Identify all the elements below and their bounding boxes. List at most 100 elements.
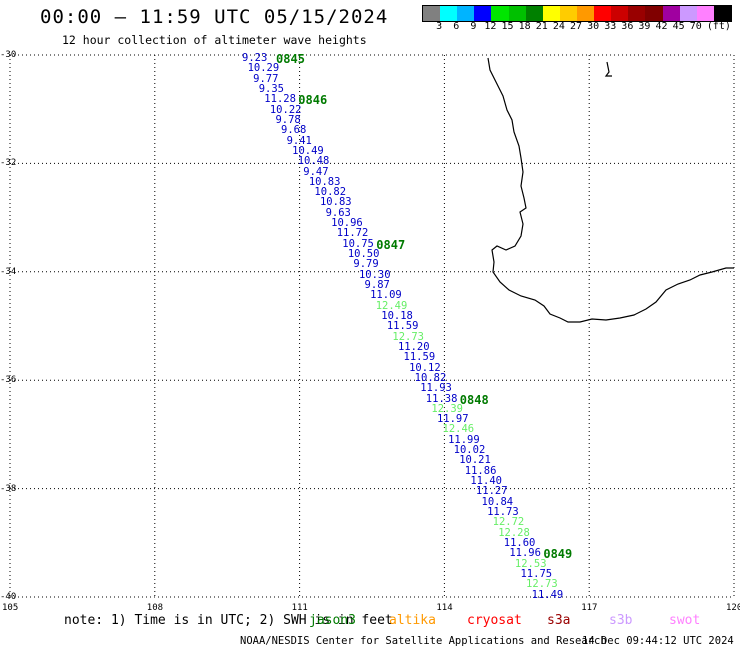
lat-lon-grid [9,54,735,598]
wave-height-label: 11.60 [503,536,536,549]
wave-height-label: 12.49 [375,299,408,312]
map-subtitle: 12 hour collection of altimeter wave hei… [62,33,367,47]
wave-height-label: 10.96 [331,217,363,230]
pass-time-label: 0848 [459,392,489,407]
mission-cryosat: cryosat [467,613,522,628]
wave-height-label: 9.87 [364,279,390,291]
pass-time-label: 0846 [298,93,328,108]
scale-label: 45 [672,21,685,32]
pass-time-label: 0847 [376,237,406,252]
latitude-tick-label: -40 [0,592,17,602]
scale-label: 30 [587,21,600,32]
wave-height-label: 11.96 [509,547,541,560]
scale-unit: (ft) [706,21,731,32]
wave-height-label: 10.21 [459,454,491,467]
footer-note: note: 1) Time is in UTC; 2) SWH is in fe… [64,613,393,628]
wave-height-label: 11.93 [420,382,452,395]
scale-label: 3 [436,21,443,32]
wave-height-color-scale [422,5,732,22]
wave-height-label: 11.49 [531,588,564,601]
wave-height-label: 10.22 [269,103,302,116]
longitude-tick-label: 105 [2,603,19,613]
scale-swatch [713,6,731,21]
scale-swatch [594,6,612,21]
scale-label: 18 [518,21,531,32]
wave-height-label: 12.28 [498,526,530,539]
wave-height-label: 9.47 [303,165,329,178]
scale-swatch [576,6,595,21]
scale-swatch [440,6,458,21]
coastline-path [487,57,734,323]
wave-height-label: 10.82 [414,371,447,384]
scale-label: 70 [689,21,702,32]
longitude-tick-label: 108 [146,603,164,613]
wave-height-label: 11.59 [403,351,436,364]
wave-height-label: 11.40 [470,475,502,488]
wave-height-label: 11.72 [336,227,369,240]
scale-label: 15 [501,21,514,32]
mission-altika: altika [389,613,436,628]
scale-label: 33 [604,21,617,32]
wave-height-label: 12.46 [442,423,475,436]
wave-height-label: 12.72 [492,516,525,529]
wave-height-label: 12.73 [392,330,424,343]
color-scale-labels: 3 6 9 12 15 18 21 24 27 30 33 36 39 42 45 70 (ft) [422,21,731,35]
scale-swatch [559,6,577,21]
scale-label: 36 [621,21,634,32]
mission-s3a: s3a [547,613,571,628]
scale-swatch [696,6,714,21]
pass-time-label: 0845 [276,52,305,66]
scale-swatch [679,6,697,21]
wave-height-label: 9.77 [253,72,279,85]
wave-height-label: 11.97 [436,413,469,426]
wave-height-label: 11.09 [370,289,402,302]
wave-height-label: 10.50 [347,248,380,261]
wave-height-label: 12.73 [526,578,558,591]
wave-height-label: 11.99 [448,433,480,446]
scale-swatch [628,6,646,21]
wave-height-label: 10.18 [381,309,413,322]
mission-jason3: jason3 [309,613,356,628]
mission-s3b: s3b [609,613,633,628]
scale-label: 6 [453,21,460,32]
scale-label: 9 [470,21,477,32]
scale-label: 42 [655,21,668,32]
scale-swatch [491,6,509,21]
longitude-tick-label: 111 [291,603,308,613]
inlet-feature [604,61,612,77]
scale-swatch [611,6,629,21]
wave-height-label: 11.27 [475,485,508,498]
scale-swatch [423,6,441,21]
mission-swot: swot [669,613,701,628]
scale-swatch [525,6,543,21]
longitude-tick-label: 117 [581,603,598,613]
scale-label: 21 [535,21,548,32]
generation-timestamp: 14 Dec 09:44:12 UTC 2024 [582,635,734,647]
latitude-tick-label: -34 [0,266,17,277]
wave-height-label: 9.63 [325,206,351,219]
scale-swatch [474,6,492,21]
wave-height-label: 10.82 [314,186,347,199]
wave-height-label: 10.84 [481,495,514,508]
wave-height-label: 11.59 [386,320,419,333]
australia-coastline [487,57,734,323]
wave-height-label: 12.53 [514,557,547,570]
map-title: 00:00 – 11:59 UTC 05/15/2024 [40,6,389,28]
wave-height-label: 10.29 [247,62,280,75]
wave-height-label: 9.35 [258,82,285,95]
wave-height-label: 11.86 [464,464,497,477]
wave-height-label: 11.75 [520,567,553,580]
wave-height-label: 9.79 [353,258,379,271]
wave-height-label: 9.41 [286,134,312,147]
longitude-tick-label: 120 [726,603,740,613]
wave-height-label: 9.68 [281,124,307,137]
wave-height-label: 10.49 [292,144,324,157]
wave-height-label: 11.20 [397,340,430,353]
scale-swatch [508,6,526,21]
latitude-tick-label: -36 [0,375,17,386]
wave-height-label: 11.73 [487,506,519,519]
scale-swatch [457,6,475,21]
scale-label: 12 [484,21,497,32]
wave-height-label: 10.48 [297,155,330,168]
